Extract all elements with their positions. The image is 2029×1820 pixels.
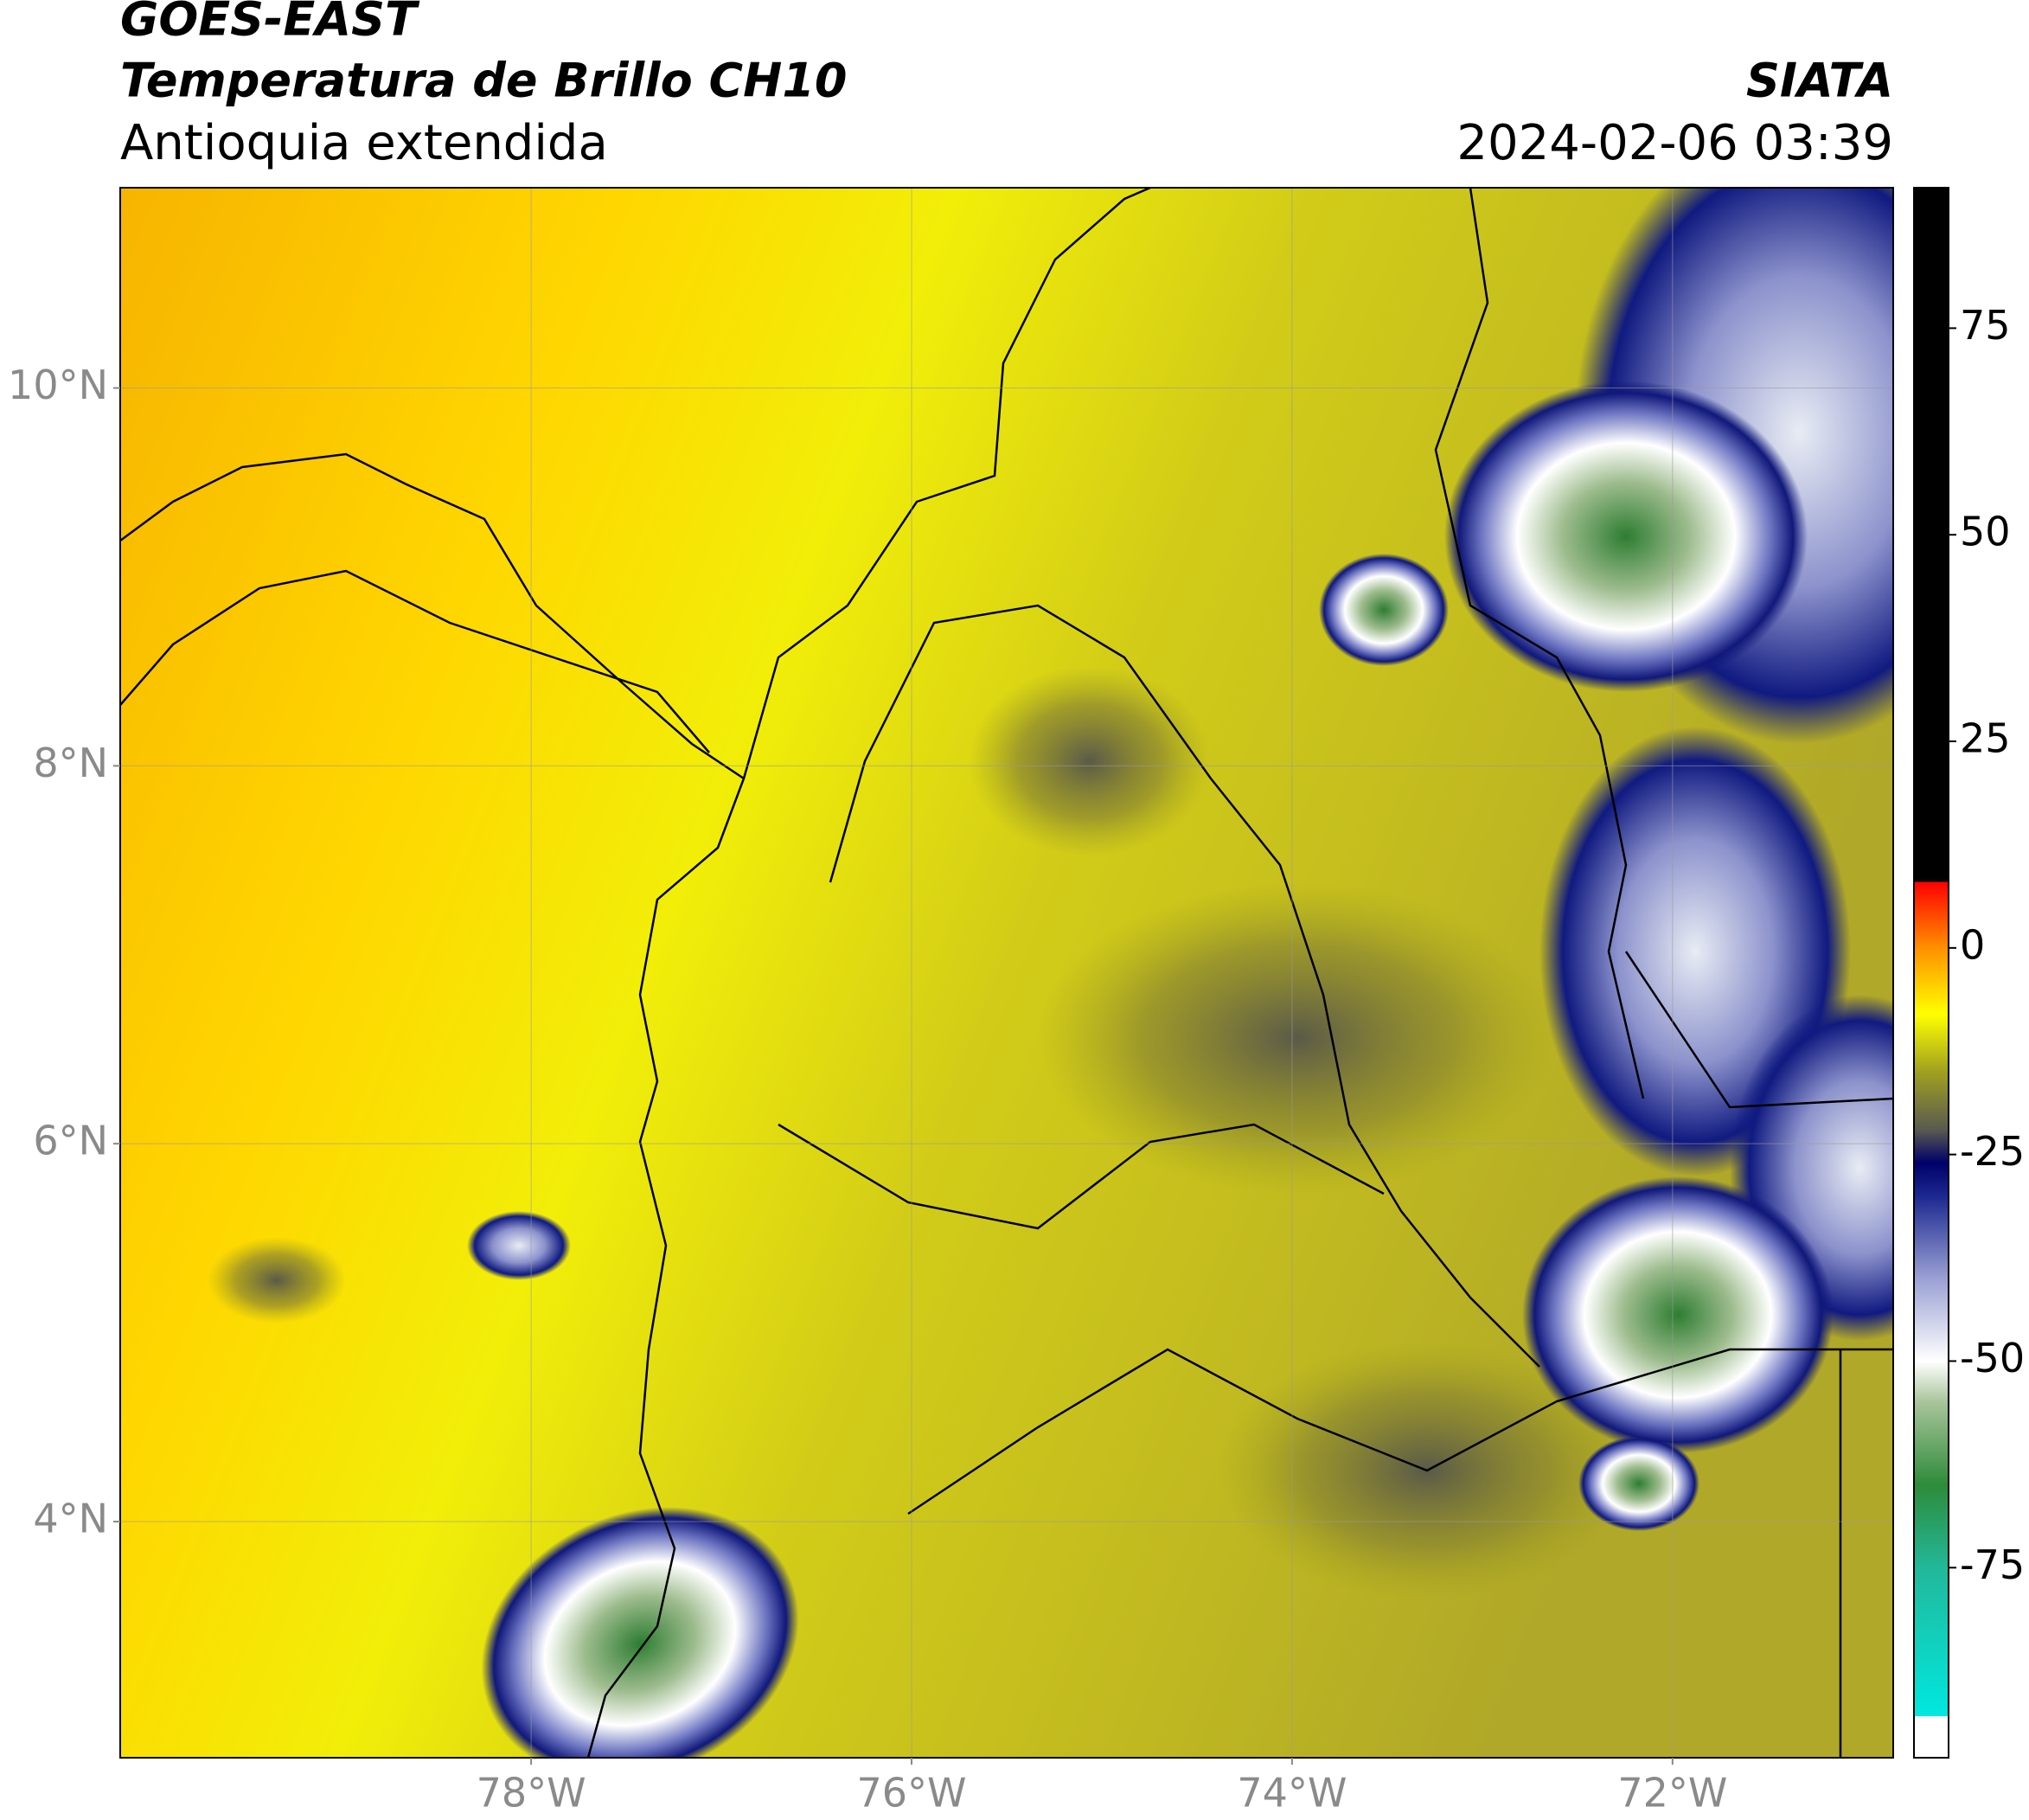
border <box>1434 188 1645 1099</box>
y-tick-label: 10°N <box>8 362 108 408</box>
cloud <box>1038 882 1557 1194</box>
storm <box>1578 1436 1699 1531</box>
cloud <box>969 666 1211 856</box>
colorbar-tick-label: -25 <box>1960 1128 2025 1175</box>
colorbar-tick-label: 0 <box>1960 921 1985 968</box>
border <box>1624 951 1893 1109</box>
storm <box>1319 554 1449 666</box>
border <box>829 604 1540 1368</box>
coastline <box>742 188 1151 779</box>
timestamp: 2024-02-06 03:39 <box>1456 115 1893 171</box>
storm <box>481 1507 799 1758</box>
x-tick-label: 76°W <box>857 1770 967 1817</box>
storm <box>1522 1176 1834 1453</box>
colorbar-tick-label: 50 <box>1960 509 2011 555</box>
graticule <box>120 188 1893 1758</box>
cloud <box>208 1237 346 1323</box>
cloud <box>467 1211 571 1280</box>
boundaries <box>120 188 1893 1758</box>
colorbar-tick-label: -75 <box>1960 1541 2025 1588</box>
x-tick-label: 74°W <box>1237 1770 1347 1817</box>
colorbar-fill <box>1914 188 1949 1758</box>
border <box>778 1123 1385 1230</box>
map-frame <box>119 187 1894 1759</box>
map-area <box>120 188 1893 1758</box>
subtitle: Temperatura de Brillo CH10 <box>120 54 848 108</box>
border <box>907 1348 1893 1516</box>
x-tick-label: 78°W <box>477 1770 586 1817</box>
y-tick-label: 4°N <box>33 1495 108 1541</box>
x-tick-label: 72°W <box>1617 1770 1727 1817</box>
colorbar-tick-label: 75 <box>1960 302 2011 349</box>
coastline <box>120 569 710 753</box>
coastline <box>120 452 746 1758</box>
y-tick-label: 6°N <box>33 1118 108 1164</box>
colorbar-frame <box>1913 187 1949 1759</box>
storm <box>1444 381 1808 692</box>
y-tick-label: 8°N <box>33 740 108 786</box>
colorbar-tick-label: 25 <box>1960 715 2011 762</box>
colorbar-tick-label: -50 <box>1960 1335 2025 1381</box>
colorbar: 75 50 25 0 -25 -50 -75 <box>1913 187 2025 1759</box>
region: Antioquia extendida <box>120 115 608 171</box>
title: GOES-EAST <box>120 0 420 47</box>
cloud-field <box>208 188 1893 1758</box>
source: SIATA <box>1746 54 1893 108</box>
